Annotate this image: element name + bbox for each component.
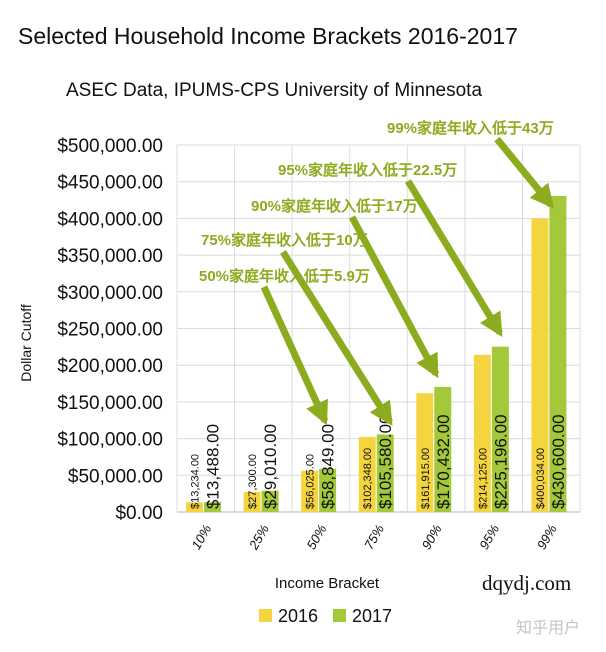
bar-data-label: $29,010.00: [261, 424, 280, 509]
y-tick-label: $450,000.00: [57, 173, 163, 194]
x-axis-ticks: 10% 25% 50% 75% 90% 95% 99%: [188, 522, 559, 553]
bar-data-label: $161,915.00: [420, 448, 432, 509]
legend-label: 2017: [352, 606, 392, 626]
x-tick-label: 25%: [245, 522, 272, 553]
legend-label: 2016: [278, 606, 318, 626]
y-tick-label: $150,000.00: [57, 393, 163, 414]
x-tick-label: 50%: [304, 522, 330, 552]
bar-2017-50%: [319, 468, 337, 512]
bar-2016-10%: [186, 502, 203, 512]
chart-title: Selected Household Income Brackets 2016-…: [18, 23, 518, 49]
y-axis-ticks: $0.00 $50,000.00 $100,000.00 $150,000.00 $20…: [57, 136, 163, 524]
bar-data-label: $13,234.00: [190, 454, 202, 509]
annotation-arrow: [348, 215, 440, 379]
y-tick-label: $500,000.00: [57, 136, 163, 157]
bar-data-label: $214,125.00: [477, 448, 489, 509]
bar-2016-75%: [358, 436, 376, 512]
bar-2017-99%: [549, 195, 567, 512]
y-tick-label: $250,000.00: [57, 320, 163, 341]
bar-data-label: $27,300.00: [247, 454, 259, 509]
x-tick-label: 75%: [361, 522, 387, 552]
x-tick-label: 90%: [419, 522, 445, 552]
bar-data-label: $430,600.00: [549, 414, 568, 509]
bar-data-label: $13,488.00: [204, 424, 223, 509]
bars: $13,234.00 $13,488.00 $27,300.00 $29,010.00…: [186, 195, 568, 512]
bar-data-label: $56,025.00: [305, 454, 317, 509]
annotation-arrow: [260, 285, 329, 426]
corner-watermark: 知乎用户: [516, 619, 580, 637]
legend-swatch-2017: [333, 609, 346, 622]
annotation-arrow: [494, 136, 555, 209]
annotation-label: 95%家庭年收入低于22.5万: [278, 161, 457, 179]
bar-2017-75%: [376, 434, 394, 512]
legend-swatch-2016: [259, 609, 272, 622]
watermark: dqydj.com: [482, 571, 571, 595]
annotation-arrow: [280, 250, 393, 427]
x-axis-label: Income Bracket: [275, 575, 380, 592]
bar-2017-90%: [434, 386, 452, 512]
bar-2016-25%: [243, 491, 261, 512]
chart-subtitle: ASEC Data, IPUMS-CPS University of Minne…: [66, 80, 482, 101]
annotation-label: 90%家庭年收入低于17万: [251, 197, 418, 215]
bar-data-label: $400,034.00: [535, 448, 547, 509]
gridlines: [176, 144, 581, 513]
bar-2016-95%: [473, 354, 491, 512]
x-tick-label: 95%: [476, 522, 502, 552]
annotations: 99%家庭年收入低于43万 95%家庭年收入低于22.5万 90%家庭年收入低于17…: [199, 119, 555, 427]
y-tick-label: $50,000.00: [68, 466, 163, 487]
bar-2016-90%: [416, 393, 434, 512]
bar-data-label: $58,849.00: [319, 424, 338, 509]
bar-2017-95%: [491, 346, 509, 512]
y-tick-label: $200,000.00: [57, 356, 163, 377]
y-tick-label: $100,000.00: [57, 430, 163, 451]
bar-data-label: $170,432.00: [434, 414, 453, 509]
annotation-label: 75%家庭年收入低于10万: [201, 231, 368, 249]
annotation-label: 99%家庭年收入低于43万: [387, 119, 554, 137]
bar-2016-99%: [531, 218, 549, 512]
x-tick-label: 99%: [534, 522, 560, 552]
x-tick-label: 10%: [188, 522, 214, 552]
annotation-arrow: [405, 179, 503, 338]
annotation-label: 50%家庭年收入低于5.9万: [199, 267, 370, 285]
bar-data-label: $102,348.00: [362, 448, 374, 509]
bar-data-label: $105,580.00: [376, 414, 395, 509]
bar-2017-10%: [204, 502, 221, 512]
y-tick-label: $400,000.00: [57, 209, 163, 230]
bar-2016-50%: [301, 470, 319, 512]
bar-data-label: $225,196.00: [491, 414, 510, 509]
legend: 2016 2017: [259, 606, 392, 626]
y-axis-label: Dollar Cutoff: [18, 304, 34, 382]
bar-2017-25%: [261, 490, 279, 512]
y-tick-label: $0.00: [115, 503, 163, 524]
y-tick-label: $350,000.00: [57, 246, 163, 267]
y-tick-label: $300,000.00: [57, 283, 163, 304]
